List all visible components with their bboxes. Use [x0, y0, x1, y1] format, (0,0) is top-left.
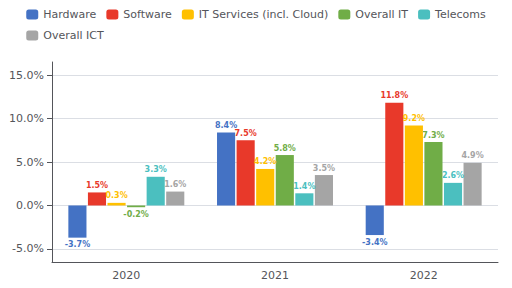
- svg-text:-3.7%: -3.7%: [65, 240, 91, 249]
- svg-text:-5.0%: -5.0%: [12, 242, 44, 255]
- svg-text:7.5%: 7.5%: [235, 129, 257, 138]
- svg-text:5.0%: 5.0%: [16, 156, 44, 169]
- svg-text:2.6%: 2.6%: [442, 171, 464, 180]
- svg-text:4.9%: 4.9%: [461, 151, 483, 160]
- svg-text:Telecoms: Telecoms: [434, 8, 486, 21]
- svg-text:1.4%: 1.4%: [293, 182, 315, 191]
- svg-text:-0.2%: -0.2%: [123, 210, 149, 219]
- svg-text:0.0%: 0.0%: [16, 199, 44, 212]
- svg-text:IT Services (incl. Cloud): IT Services (incl. Cloud): [199, 8, 328, 21]
- svg-text:5.8%: 5.8%: [274, 144, 296, 153]
- svg-text:15.0%: 15.0%: [9, 69, 44, 82]
- svg-text:2022: 2022: [410, 269, 438, 282]
- svg-text:4.2%: 4.2%: [254, 157, 276, 166]
- svg-text:10.0%: 10.0%: [9, 112, 44, 125]
- svg-text:1.5%: 1.5%: [86, 181, 108, 190]
- svg-text:-3.4%: -3.4%: [362, 238, 388, 247]
- svg-text:3.3%: 3.3%: [145, 165, 167, 174]
- svg-text:7.3%: 7.3%: [422, 131, 444, 140]
- svg-text:Overall ICT: Overall ICT: [43, 29, 104, 42]
- svg-text:2020: 2020: [112, 269, 140, 282]
- svg-text:3.5%: 3.5%: [313, 164, 335, 173]
- svg-text:Software: Software: [123, 8, 172, 21]
- svg-text:Overall IT: Overall IT: [355, 8, 408, 21]
- svg-text:0.3%: 0.3%: [105, 191, 127, 200]
- svg-text:1.6%: 1.6%: [164, 180, 186, 189]
- svg-text:8.4%: 8.4%: [215, 120, 238, 130]
- svg-text:Hardware: Hardware: [43, 8, 96, 21]
- svg-text:9.2%: 9.2%: [403, 114, 425, 123]
- svg-text:2021: 2021: [261, 269, 289, 282]
- svg-text:11.8%: 11.8%: [380, 91, 408, 100]
